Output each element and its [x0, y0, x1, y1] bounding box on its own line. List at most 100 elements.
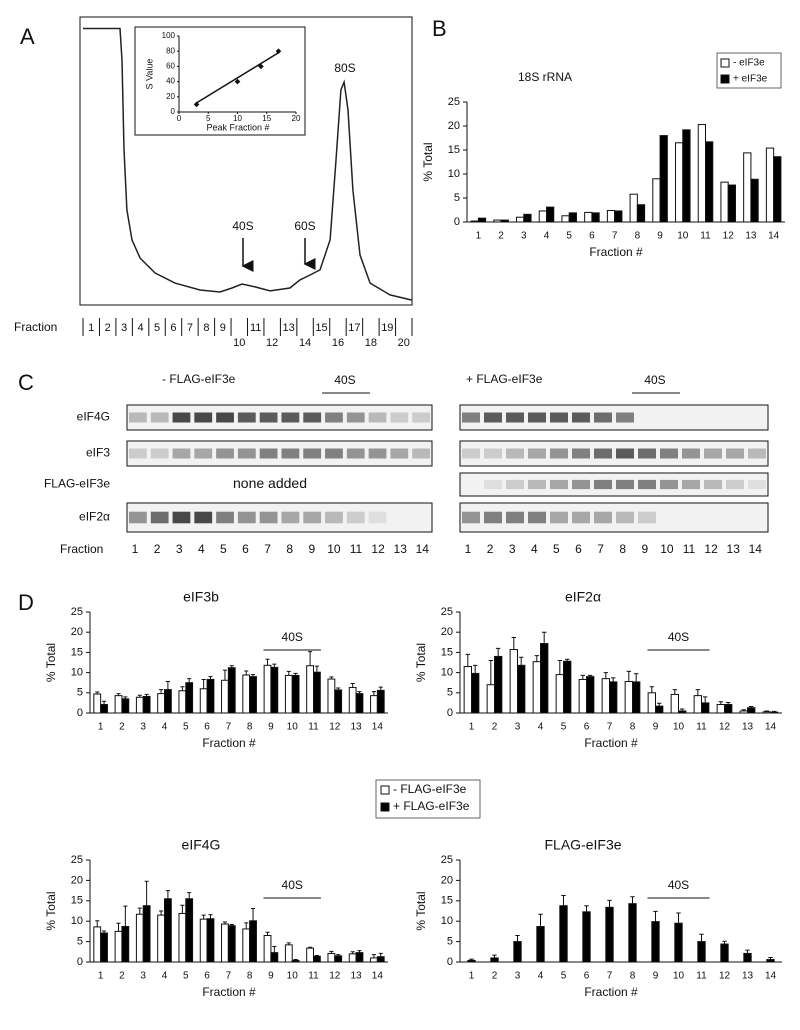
error-bar — [371, 691, 376, 696]
profile-frame — [79, 16, 413, 306]
bar — [242, 928, 251, 963]
bar — [517, 664, 526, 714]
error-bar — [314, 665, 319, 673]
x-tick-label: 14 — [372, 722, 384, 733]
blot-band — [462, 448, 480, 459]
error-bar — [725, 701, 731, 705]
error-bar — [286, 942, 291, 945]
error-bar — [165, 890, 170, 899]
bar — [178, 912, 187, 963]
blot-band — [259, 412, 278, 423]
error-bar — [159, 910, 164, 916]
x-tick-label: 4 — [544, 231, 550, 242]
error-bar — [699, 933, 704, 942]
x-tick-label: 17 — [348, 322, 360, 334]
blot-band — [259, 511, 278, 524]
bar — [739, 710, 749, 714]
error-bar — [123, 696, 128, 699]
chart-title: eIF4G — [182, 837, 221, 853]
bar — [463, 666, 473, 714]
blot-header: - FLAG-eIF3e — [162, 372, 236, 386]
x-tick-label: 9 — [657, 231, 663, 242]
y-tick-label: 10 — [441, 915, 453, 927]
x-tick-label: 10 — [677, 231, 689, 242]
bar — [586, 676, 595, 714]
fraction-number: 4 — [531, 542, 538, 556]
blot-band — [368, 511, 387, 524]
bar — [773, 156, 782, 223]
bar — [313, 955, 321, 963]
x-tick-label: 9 — [268, 722, 274, 733]
error-bar — [469, 958, 474, 961]
bar — [516, 216, 525, 223]
error-bar — [336, 954, 341, 956]
x-tick-label: 14 — [768, 231, 780, 242]
error-bar — [515, 934, 520, 942]
y-tick-label: 0 — [171, 107, 176, 116]
bar — [582, 911, 591, 963]
error-bar — [265, 931, 270, 936]
blot-band — [484, 448, 502, 459]
x-tick-label: 3 — [140, 722, 146, 733]
x-tick-label: 7 — [607, 971, 613, 982]
blot — [126, 440, 433, 467]
x-tick-label: 3 — [515, 722, 521, 733]
y-tick-label: 25 — [448, 96, 460, 108]
error-bar — [518, 656, 524, 666]
bar — [242, 674, 251, 714]
bar — [376, 956, 385, 963]
blot-band — [325, 412, 343, 423]
error-bar — [180, 686, 185, 691]
blot-band — [216, 511, 234, 524]
bar — [355, 693, 364, 714]
fraction-number: 1 — [465, 542, 472, 556]
blot-band — [682, 448, 700, 459]
error-bar — [329, 950, 334, 954]
blot — [459, 472, 769, 497]
x-tick-label: 10 — [233, 337, 245, 349]
x-tick-label: 12 — [723, 231, 735, 242]
y-tick-label: 0 — [454, 216, 460, 228]
blot-band — [368, 412, 387, 423]
error-bar — [672, 689, 678, 695]
blot-band — [748, 448, 766, 459]
error-bar — [371, 954, 376, 958]
error-bar — [116, 693, 121, 696]
blot-band — [528, 511, 546, 524]
fraction-number: 8 — [286, 542, 293, 556]
legend-swatch — [720, 74, 730, 84]
bar — [227, 925, 236, 963]
y-tick-label: 20 — [441, 874, 453, 886]
bar — [532, 661, 542, 714]
y-tick-label: 20 — [441, 626, 453, 638]
blot-band — [528, 479, 546, 490]
blot-band — [506, 448, 524, 459]
error-bar — [676, 912, 681, 924]
x-tick-label: 9 — [220, 322, 226, 334]
error-bar — [102, 930, 107, 934]
fraction-number: 12 — [371, 542, 385, 556]
bar — [563, 660, 572, 714]
error-bar — [626, 670, 632, 682]
bar — [142, 695, 151, 714]
x-tick-label: 1 — [469, 971, 475, 982]
blot-band — [346, 448, 365, 459]
error-bar — [336, 687, 341, 690]
bar — [720, 943, 729, 963]
blot-band — [572, 448, 590, 459]
x-tick-label: 13 — [745, 231, 757, 242]
x-tick-label: 7 — [226, 722, 232, 733]
fraction-number: 11 — [350, 542, 363, 556]
bar — [199, 918, 208, 963]
y-tick-label: 5 — [77, 936, 83, 948]
x-tick-label: 1 — [476, 231, 482, 242]
bar — [334, 955, 343, 963]
bar — [270, 952, 279, 963]
error-bar — [286, 670, 291, 676]
y-tick-label: 20 — [71, 626, 83, 638]
fraction-number: 1 — [132, 542, 139, 556]
y-tick-label: 15 — [441, 895, 453, 907]
blot-band — [506, 412, 524, 423]
error-bar — [649, 686, 655, 693]
